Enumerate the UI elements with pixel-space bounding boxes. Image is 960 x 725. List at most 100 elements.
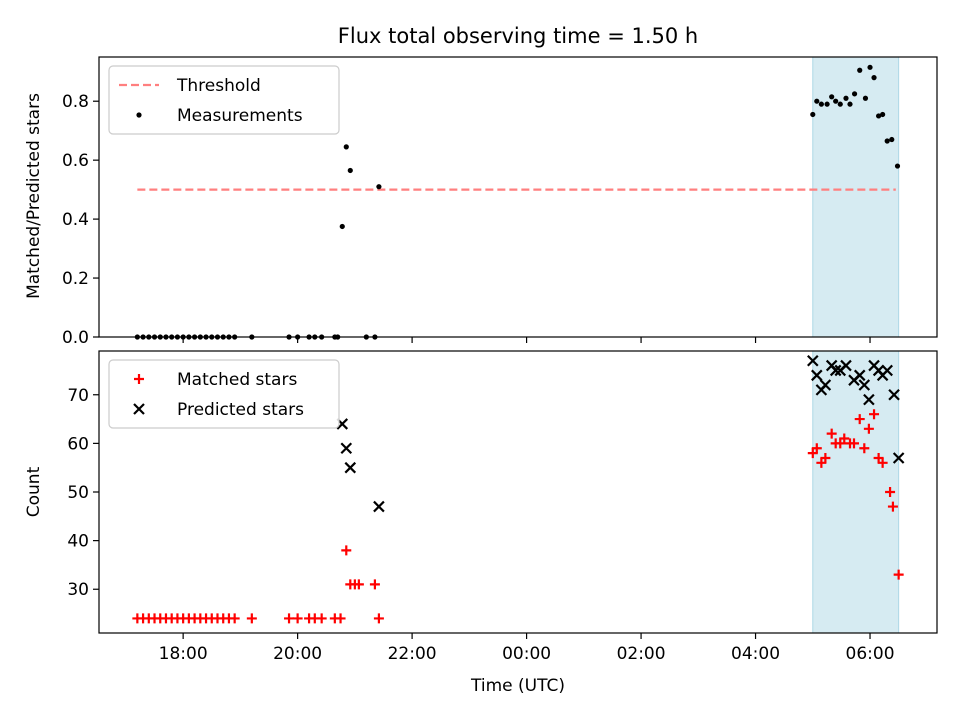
x-tick-label: 18:00 — [159, 644, 208, 664]
legend-label-measurements: Measurements — [177, 106, 303, 126]
top-y-axis-label: Matched/Predicted stars — [24, 93, 44, 299]
matched-stars-point — [229, 613, 240, 624]
bottom-y-tick-label: 60 — [67, 434, 89, 454]
measurements-point — [339, 223, 345, 230]
predicted-stars-point — [811, 369, 823, 382]
predicted-stars-point — [829, 364, 842, 377]
x-tick-label: 22:00 — [388, 644, 437, 664]
x-tick-label: 00:00 — [502, 644, 551, 664]
matched-stars-point — [353, 579, 364, 590]
x-tick-label: 04:00 — [731, 644, 780, 664]
top-y-tick-label: 0.0 — [62, 328, 89, 348]
x-tick-label: 02:00 — [617, 644, 666, 664]
measurements-point — [884, 138, 890, 144]
measurements-point — [862, 95, 869, 101]
top-axes-frame — [98, 56, 938, 338]
matched-stars-point — [859, 443, 870, 454]
bottom-legend: Matched stars Predicted stars — [108, 359, 340, 429]
top-y-tick-label: 0.2 — [62, 269, 89, 289]
measurements-point — [880, 111, 886, 118]
x-axis-label: Time (UTC) — [470, 676, 565, 696]
predicted-stars-point — [881, 364, 893, 377]
matched-stars-point — [849, 438, 860, 449]
measurements-point — [867, 64, 873, 70]
legend-label-threshold: Threshold — [176, 76, 261, 96]
predicted-stars-point — [892, 452, 905, 464]
legend-swatch-measurements — [136, 112, 142, 118]
matched-stars-point — [877, 457, 888, 468]
top-shaded-region — [812, 56, 900, 338]
matched-stars-point — [869, 409, 880, 420]
legend-label-matched-stars: Matched stars — [177, 370, 297, 390]
measurements-point — [889, 136, 895, 143]
matched-stars-point — [820, 452, 831, 463]
measurements-point — [843, 95, 849, 101]
matched-stars-point — [885, 487, 896, 497]
measurements-point — [814, 98, 820, 104]
matched-stars-point — [246, 613, 257, 624]
matched-stars-point — [863, 423, 874, 434]
measurements-point — [876, 113, 882, 119]
bottom-series-matched-stars — [132, 409, 904, 624]
top-y-tick-label: 0.8 — [62, 92, 89, 112]
predicted-stars-point — [840, 359, 852, 372]
legend-label-predicted-stars: Predicted stars — [177, 400, 304, 420]
measurements-point — [347, 167, 353, 174]
bottom-y-tick-label: 70 — [67, 386, 89, 406]
measurements-point — [847, 101, 853, 107]
measurements-point — [833, 98, 839, 104]
matched-stars-point — [284, 613, 295, 624]
matched-stars-point — [811, 443, 822, 454]
legend-swatch-matched-stars — [134, 374, 144, 384]
predicted-stars-point — [819, 379, 832, 391]
matched-stars-point — [826, 428, 837, 439]
measurements-point — [837, 101, 843, 107]
predicted-stars-point — [858, 379, 871, 391]
x-tick-label: 20:00 — [273, 644, 322, 664]
bottom-legend-box — [108, 359, 340, 429]
top-y-tick-label: 0.4 — [62, 210, 89, 230]
predicted-stars-point — [888, 388, 900, 401]
matched-stars-point — [373, 613, 384, 624]
matched-stars-point — [893, 569, 904, 580]
matched-stars-point — [335, 613, 346, 624]
matched-stars-point — [839, 433, 850, 444]
matched-stars-point — [341, 545, 352, 556]
top-legend: Threshold Measurements — [108, 65, 340, 135]
chart-title: Flux total observing time = 1.50 h — [338, 24, 698, 48]
matched-stars-point — [369, 579, 380, 590]
bottom-y-tick-label: 30 — [67, 580, 89, 600]
measurements-point — [824, 101, 830, 107]
measurements-point — [871, 75, 877, 81]
bottom-shaded-region — [812, 350, 900, 634]
top-y-tick-label: 0.6 — [62, 151, 89, 171]
bottom-panel: 30 40 50 60 70 18:00 20:00 22:00 00:00 02:00 04:00… — [67, 350, 938, 664]
matched-stars-point — [292, 613, 303, 624]
predicted-stars-point — [863, 393, 875, 406]
bottom-y-tick-label: 50 — [67, 483, 89, 503]
matched-stars-point — [316, 613, 327, 624]
measurements-point — [376, 184, 382, 190]
x-tick-label: 06:00 — [846, 644, 895, 664]
predicted-stars-point — [373, 500, 385, 513]
measurements-point — [894, 163, 901, 169]
predicted-stars-point — [807, 354, 819, 367]
bottom-y-tick-label: 40 — [67, 532, 89, 552]
legend-swatch-predicted-stars — [133, 403, 145, 415]
measurements-point — [829, 94, 835, 100]
predicted-stars-point — [340, 442, 353, 455]
measurements-point — [818, 101, 824, 107]
matched-stars-point — [887, 501, 898, 512]
measurements-point — [810, 111, 816, 118]
matched-stars-point — [854, 414, 865, 425]
bottom-series-predicted-stars — [336, 354, 905, 513]
predicted-stars-point — [344, 461, 357, 474]
top-legend-box — [108, 65, 340, 135]
predicted-stars-point — [853, 369, 866, 382]
measurements-point — [851, 91, 858, 97]
measurements-point — [343, 144, 349, 150]
top-panel: 0.0 0.2 0.4 0.6 0.8 Threshold Measurements — [62, 56, 938, 348]
bottom-y-axis-label: Count — [24, 466, 44, 517]
measurements-point — [857, 67, 863, 73]
